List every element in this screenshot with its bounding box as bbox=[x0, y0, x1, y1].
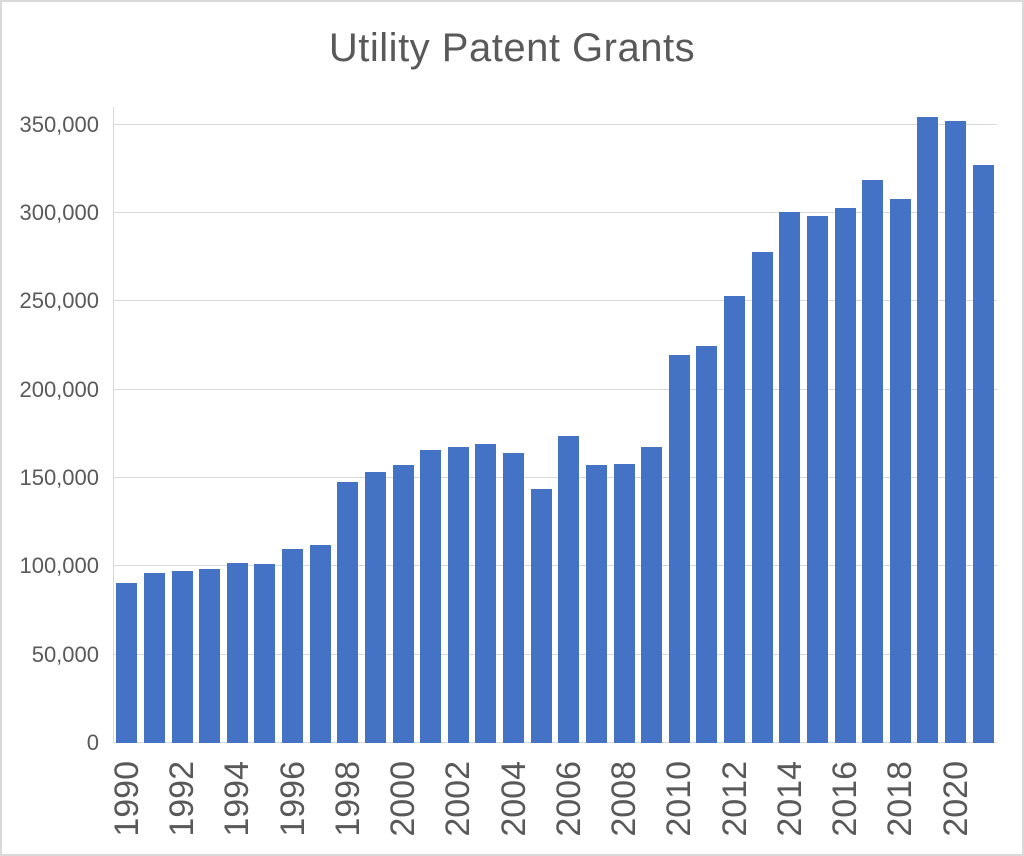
plot-area bbox=[113, 107, 997, 743]
bar-2003 bbox=[475, 444, 497, 743]
gridline-0 bbox=[113, 742, 997, 743]
x-tick-slot-2002: 2002 bbox=[439, 761, 477, 847]
x-tick-slot-2008: 2008 bbox=[605, 761, 644, 847]
bar-2004 bbox=[503, 452, 525, 743]
bar-1998 bbox=[337, 482, 359, 743]
x-tick-slot-1996: 1996 bbox=[273, 761, 312, 847]
gridline-250000 bbox=[113, 300, 997, 302]
x-tick-label: 1990 bbox=[107, 761, 146, 837]
bar-2000 bbox=[392, 464, 414, 743]
y-tick-label: 300,000 bbox=[19, 200, 99, 225]
bar-2008 bbox=[613, 464, 635, 743]
bar-2011 bbox=[696, 346, 718, 743]
bar-2021 bbox=[972, 164, 994, 743]
y-tick-label: 150,000 bbox=[19, 465, 99, 490]
x-axis-labels: 1990 1992 1994 1996 1998 2000 2002 2004 2006 2008… bbox=[107, 761, 997, 847]
bar-2001 bbox=[420, 449, 442, 743]
bar-2005 bbox=[530, 488, 552, 743]
x-tick-label: 2004 bbox=[494, 761, 533, 837]
y-axis-labels: 0 50,000 100,000 150,000 200,000 250,000 300,0… bbox=[2, 107, 99, 767]
x-tick-label: 2020 bbox=[936, 761, 975, 837]
bar-1993 bbox=[199, 569, 221, 743]
x-tick-slot-1992: 1992 bbox=[163, 761, 202, 847]
x-tick-slot-2018: 2018 bbox=[881, 761, 919, 847]
x-tick-slot-2004: 2004 bbox=[494, 761, 533, 847]
y-tick-label: 50,000 bbox=[31, 641, 99, 667]
bar-2018 bbox=[889, 199, 911, 743]
y-tick-label: 250,000 bbox=[19, 288, 99, 314]
bar-2020 bbox=[945, 121, 967, 743]
y-tick-label: 0 bbox=[86, 730, 99, 755]
bar-2010 bbox=[668, 355, 690, 743]
bar-2007 bbox=[585, 465, 607, 743]
gridline-200000 bbox=[113, 388, 997, 390]
x-tick-label: 2002 bbox=[439, 761, 478, 837]
bar-1994 bbox=[226, 563, 248, 743]
x-tick-label: 1998 bbox=[328, 761, 367, 837]
bar-2016 bbox=[834, 207, 856, 743]
gridline-300000 bbox=[113, 212, 997, 213]
x-tick-slot-2014: 2014 bbox=[770, 761, 809, 847]
x-tick-label: 2000 bbox=[384, 761, 423, 837]
bar-2006 bbox=[558, 436, 580, 743]
bar-2013 bbox=[751, 252, 773, 743]
x-tick-label: 1996 bbox=[273, 761, 312, 837]
bar-1999 bbox=[364, 471, 386, 743]
bar-1992 bbox=[171, 570, 193, 743]
bar-2019 bbox=[917, 116, 939, 743]
bar-1990 bbox=[116, 583, 138, 743]
bar-1991 bbox=[143, 572, 165, 743]
x-tick-slot-2000: 2000 bbox=[384, 761, 423, 847]
x-tick-label: 2008 bbox=[605, 761, 644, 837]
bar-2014 bbox=[779, 211, 801, 743]
x-tick-slot-1990: 1990 bbox=[107, 761, 146, 847]
y-axis-line bbox=[113, 107, 114, 743]
x-tick-label: 2018 bbox=[881, 761, 920, 837]
bar-2002 bbox=[447, 447, 469, 743]
bar-2009 bbox=[641, 447, 663, 743]
bar-1995 bbox=[254, 563, 276, 743]
bar-2017 bbox=[862, 179, 884, 743]
x-tick-slot-1994: 1994 bbox=[218, 761, 256, 847]
gridline-350000 bbox=[113, 123, 997, 125]
y-tick-label: 200,000 bbox=[19, 376, 99, 402]
gridline-50000 bbox=[113, 653, 997, 655]
x-tick-slot-2010: 2010 bbox=[660, 761, 698, 847]
x-tick-slot-2006: 2006 bbox=[549, 761, 588, 847]
x-tick-label: 1992 bbox=[163, 761, 202, 837]
x-tick-label: 2014 bbox=[770, 761, 809, 837]
x-tick-label: 2006 bbox=[549, 761, 588, 837]
x-tick-label: 2010 bbox=[660, 761, 699, 837]
y-tick-label: 100,000 bbox=[19, 553, 99, 579]
bar-1997 bbox=[309, 545, 331, 743]
x-tick-slot-2012: 2012 bbox=[715, 761, 754, 847]
x-tick-slot-2020: 2020 bbox=[936, 761, 975, 847]
bar-2012 bbox=[724, 295, 746, 743]
gridline-150000 bbox=[113, 477, 997, 478]
chart-title: Utility Patent Grants bbox=[328, 26, 696, 70]
bar-2015 bbox=[806, 215, 828, 743]
bar-1996 bbox=[282, 549, 304, 743]
x-tick-label: 2012 bbox=[715, 761, 754, 837]
x-tick-slot-2016: 2016 bbox=[826, 761, 865, 847]
gridline-100000 bbox=[113, 565, 997, 567]
x-tick-label: 2016 bbox=[826, 761, 865, 837]
y-tick-label: 350,000 bbox=[19, 111, 99, 137]
x-tick-label: 1994 bbox=[218, 761, 257, 837]
x-tick-slot-1998: 1998 bbox=[328, 761, 367, 847]
